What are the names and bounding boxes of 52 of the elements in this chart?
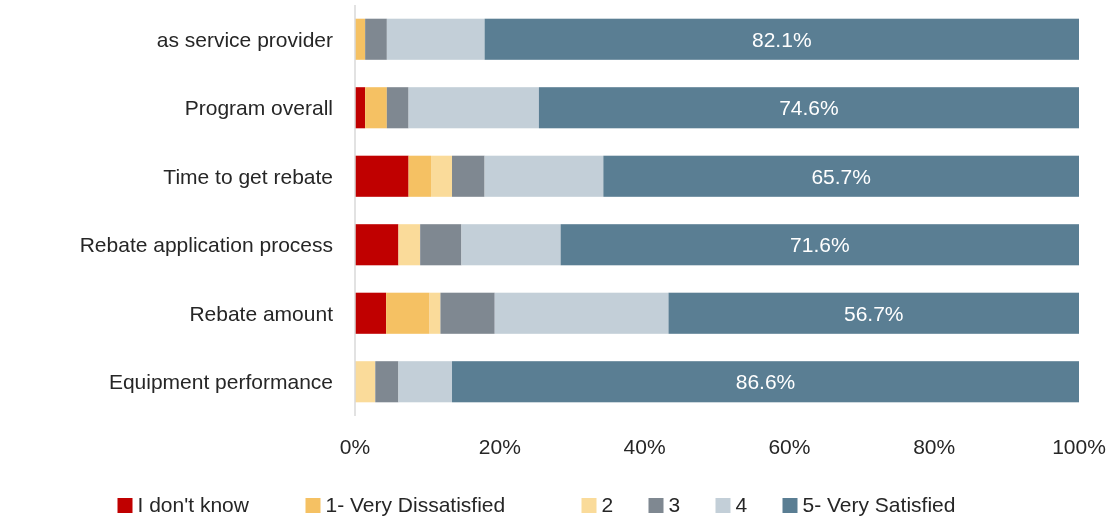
bar [386,18,485,60]
x-tick-label: 0% [339,435,371,458]
data-label: 65.7% [811,164,871,188]
x-tick-label: 40% [623,435,666,458]
y-tick-label: as service provider [156,27,334,51]
legend-label: 3 [668,493,681,517]
legend-label: 5- Very Satisfied [802,493,956,517]
bar [365,87,387,129]
bar [408,155,432,197]
x-tick-label: 20% [478,435,521,458]
bar [355,361,376,403]
bar [603,155,1079,197]
y-tick-label: Equipment performance [108,370,333,394]
bar [440,292,495,334]
data-label: 86.6% [735,370,796,394]
legend-label: 2 [601,493,614,517]
bar [452,361,1079,403]
bar [398,224,421,266]
y-tick-label: Rebate amount [189,301,334,325]
bar [365,18,387,60]
x-tick-label: 60% [768,435,811,458]
bar [408,87,539,129]
bar [420,224,462,266]
bar [560,224,1079,266]
data-label: 74.6% [779,96,839,120]
bar [461,224,561,266]
bar [386,292,430,334]
y-tick-label: Program overall [184,96,333,120]
y-tick-label: Rebate application process [79,233,333,257]
x-tick-label: 80% [913,435,956,458]
bar [375,361,399,403]
x-tick-label: 100% [1052,435,1106,458]
legend-label: 4 [735,493,748,517]
legend-label: I don't know [137,493,250,517]
bar [484,18,1079,60]
bar [494,292,669,334]
bar [355,155,409,197]
y-tick-label: Time to get rebate [163,164,333,188]
bar [484,155,604,197]
bar [398,361,453,403]
data-label: 56.7% [843,301,904,325]
data-label: 82.1% [752,27,812,51]
bar [429,292,441,334]
bar [355,224,399,266]
legend-label: 1- Very Dissatisfied [325,493,506,517]
bar [386,87,409,129]
data-label: 71.6% [790,233,850,257]
bar [431,155,453,197]
bar [452,155,485,197]
bar [668,292,1079,334]
bar [355,292,387,334]
bar [538,87,1079,129]
